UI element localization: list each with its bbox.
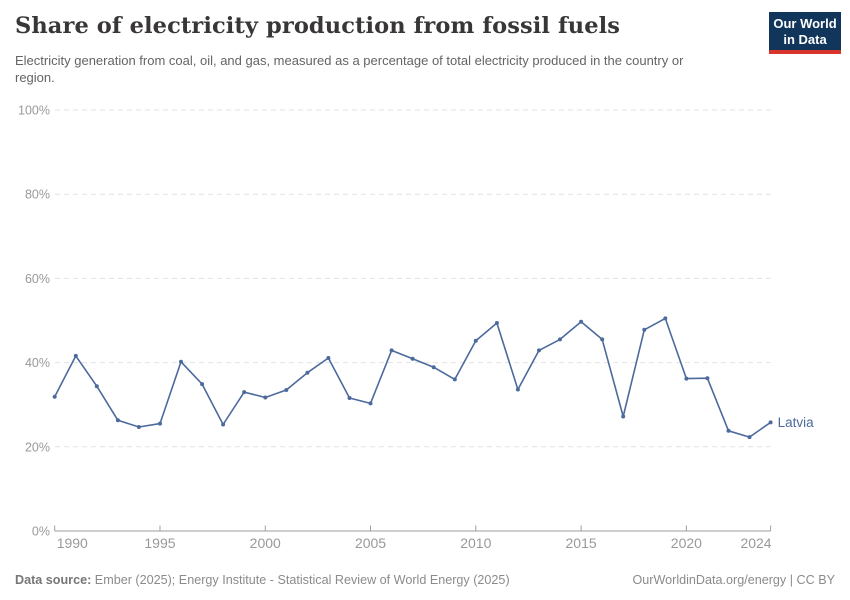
data-point	[579, 319, 584, 324]
y-axis-tick-label: 20%	[25, 440, 50, 454]
data-point	[94, 384, 99, 389]
y-axis-tick-label: 60%	[25, 272, 50, 286]
x-axis-tick-label: 2020	[671, 535, 702, 551]
data-point	[115, 418, 120, 423]
latvia-line	[53, 317, 772, 438]
y-axis-tick-label: 100%	[18, 104, 50, 118]
data-point	[347, 396, 352, 400]
y-axis-tick-label: 80%	[25, 188, 50, 202]
data-point	[431, 365, 436, 370]
data-point	[494, 321, 499, 325]
data-point	[326, 356, 331, 360]
data-point	[52, 394, 57, 399]
x-axis-tick-label: 2015	[566, 535, 597, 551]
data-source-note: Data source: Ember (2025); Energy Instit…	[15, 573, 510, 587]
data-point	[73, 353, 78, 358]
data-point	[558, 337, 562, 342]
data-point	[389, 348, 394, 353]
page-title: Share of electricity production from fos…	[15, 13, 621, 39]
y-axis-tick-label: 0%	[32, 525, 50, 539]
data-point	[600, 337, 605, 342]
data-point	[663, 316, 668, 321]
data-point	[158, 421, 162, 426]
data-point	[473, 338, 478, 343]
data-point	[768, 420, 773, 425]
x-axis-tick-label: 1995	[144, 535, 175, 551]
entity-label: Latvia	[778, 415, 815, 430]
credit-link: OurWorldinData.org/energy | CC BY	[632, 573, 835, 587]
data-point	[621, 414, 626, 419]
x-axis-tick-label: 2024	[740, 535, 771, 551]
x-axis-tick-label: 1990	[57, 535, 88, 551]
data-point	[410, 356, 415, 361]
data-point	[515, 387, 520, 392]
data-point	[305, 370, 310, 375]
data-source-label: Data source:	[15, 573, 92, 587]
data-point	[452, 377, 457, 382]
data-point	[284, 388, 289, 392]
data-point	[537, 348, 541, 353]
data-point	[179, 359, 183, 364]
data-point	[242, 390, 247, 395]
data-point	[200, 382, 205, 387]
logo-line-2: in Data	[783, 31, 827, 47]
data-point	[263, 395, 268, 400]
data-point	[726, 428, 731, 433]
chart-subtitle: Electricity generation from coal, oil, a…	[15, 53, 684, 85]
data-point	[221, 422, 226, 427]
data-point	[705, 376, 710, 381]
owid-logo: Our World in Data	[769, 12, 841, 54]
data-point	[368, 401, 373, 406]
y-axis-tick-label: 40%	[25, 356, 50, 370]
logo-line-1: Our World	[773, 16, 837, 31]
data-source-text: Ember (2025); Energy Institute - Statist…	[94, 573, 510, 587]
x-axis-tick-label: 2010	[460, 535, 491, 551]
x-axis-tick-label: 2000	[250, 535, 281, 551]
data-point	[642, 327, 647, 332]
data-point	[747, 435, 752, 440]
x-axis-tick-label: 2005	[355, 535, 386, 551]
data-point	[136, 425, 141, 429]
data-point	[684, 376, 689, 381]
